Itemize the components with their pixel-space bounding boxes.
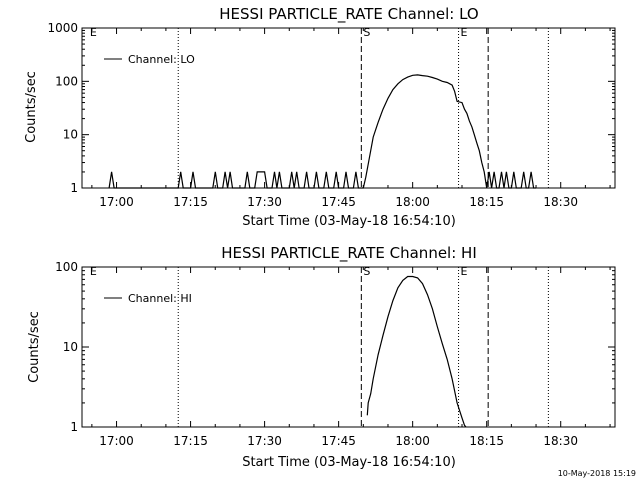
- y-ticks-lo: 1 10 100 1000: [47, 21, 615, 195]
- x-tick-label: 18:00: [395, 434, 430, 448]
- y-tick-label: 1: [70, 181, 78, 195]
- panel-lo: HESSI PARTICLE_RATE Channel: LO Counts/s…: [24, 5, 616, 229]
- marker-label-s-3: S: [363, 26, 370, 39]
- x-tick-label: 17:00: [99, 195, 134, 209]
- footer-timestamp: 10-May-2018 15:19: [558, 469, 636, 478]
- x-axis-label-hi: Start Time (03-May-18 16:54:10): [242, 455, 456, 470]
- marker-label-e-4: E: [461, 26, 468, 39]
- chart-title-hi: HESSI PARTICLE_RATE Channel: HI: [221, 244, 477, 263]
- x-tick-label: 18:15: [469, 195, 504, 209]
- marker-label-e-1: E: [90, 26, 97, 39]
- x-tick-label: 17:30: [247, 195, 282, 209]
- y-tick-label: 10: [63, 340, 78, 354]
- marker-label-s-3: S: [363, 265, 370, 278]
- chart-title-lo: HESSI PARTICLE_RATE Channel: LO: [219, 5, 478, 24]
- x-tick-label: 18:15: [469, 434, 504, 448]
- marker-label-e-4: E: [461, 265, 468, 278]
- y-tick-label: 100: [55, 74, 78, 88]
- x-tick-label: 17:15: [173, 434, 208, 448]
- x-tick-label: 17:30: [247, 434, 282, 448]
- x-tick-label: 17:15: [173, 195, 208, 209]
- legend-label-hi: Channel: HI: [128, 292, 192, 305]
- x-tick-label: 17:45: [321, 195, 356, 209]
- panel-hi: HESSI PARTICLE_RATE Channel: HI Counts/s…: [27, 244, 616, 470]
- x-ticks-hi: 17:00 17:15 17:30 17:45 18:00 18:15 18:30: [91, 267, 611, 448]
- x-tick-label: 17:45: [321, 434, 356, 448]
- plot-frame-hi: [81, 266, 616, 428]
- x-ticks-lo: 17:00 17:15 17:30 17:45 18:00 18:15 18:30: [91, 28, 611, 209]
- series-line-channel-hi: [366, 275, 467, 428]
- plot-frame-lo: [81, 27, 616, 189]
- x-tick-label: 18:30: [543, 434, 578, 448]
- legend-label-lo: Channel: LO: [128, 53, 195, 66]
- y-axis-label-hi: Counts/sec: [27, 311, 42, 383]
- y-axis-label-lo: Counts/sec: [24, 71, 39, 143]
- y-tick-label: 1000: [47, 21, 78, 35]
- y-tick-label: 100: [55, 260, 78, 274]
- x-tick-label: 17:00: [99, 434, 134, 448]
- y-ticks-hi: 1 10 100: [55, 260, 615, 434]
- series-line-channel-lo: [108, 74, 536, 189]
- marker-label-e-1: E: [90, 265, 97, 278]
- x-axis-label-lo: Start Time (03-May-18 16:54:10): [242, 214, 456, 229]
- y-tick-label: 1: [70, 420, 78, 434]
- x-tick-label: 18:00: [395, 195, 430, 209]
- x-tick-label: 18:30: [543, 195, 578, 209]
- y-tick-label: 10: [63, 128, 78, 142]
